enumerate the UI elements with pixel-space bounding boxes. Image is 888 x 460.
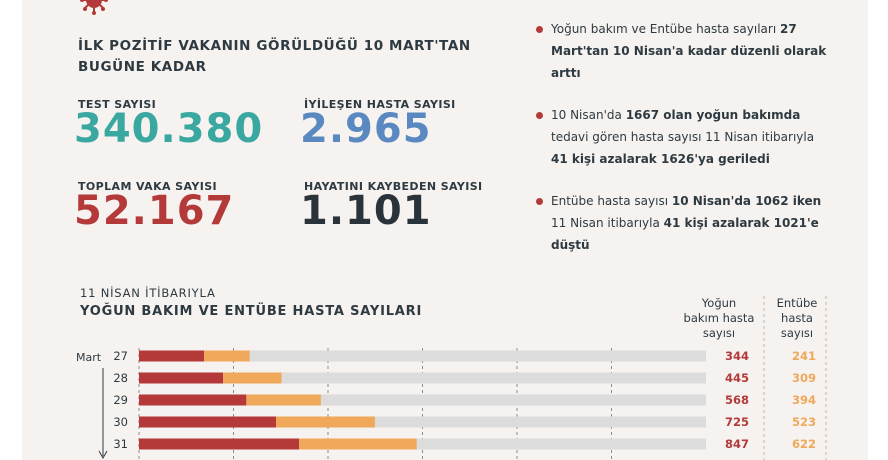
bar-icu: [139, 394, 247, 406]
test-value: 340.380: [74, 106, 264, 152]
icu-value: 445: [725, 371, 749, 385]
note-bullet: [536, 198, 543, 205]
category-label: 30: [113, 415, 128, 429]
icu-value: 568: [725, 393, 749, 407]
bar-track: [139, 350, 706, 362]
intubated-value: 523: [792, 415, 816, 429]
bar-intubated: [204, 350, 250, 362]
note-bullet: [536, 112, 543, 119]
bar-intubated: [276, 416, 375, 428]
test-label: TEST SAYISI: [78, 98, 157, 111]
virus-icon: [80, 0, 108, 15]
cases-value: 52.167: [74, 188, 235, 234]
bar-icu: [139, 372, 224, 384]
intubated-value: 241: [792, 349, 816, 363]
intubated-value: 622: [792, 437, 816, 451]
bar-intubated: [246, 394, 321, 406]
icu-value: 344: [725, 349, 749, 363]
note-item: Entübe hasta sayısı 10 Nisan'da 1062 ike…: [551, 194, 822, 252]
recovered-label: İYİLEŞEN HASTA SAYISI: [304, 98, 456, 111]
icu-value: 847: [725, 437, 749, 451]
category-label: 31: [113, 437, 128, 451]
intubated-column-head: Entübe hasta sayısı: [776, 296, 818, 340]
intubated-value: 394: [792, 393, 816, 407]
recovered-value: 2.965: [300, 106, 432, 152]
bar-intubated: [223, 372, 282, 384]
bar-intubated: [299, 438, 417, 450]
bar-icu: [139, 438, 300, 450]
deaths-label: HAYATINI KAYBEDEN SAYISI: [304, 180, 483, 193]
bar-icu: [139, 416, 277, 428]
bar-track: [139, 372, 706, 384]
category-label: 27: [113, 349, 128, 363]
bar-track: [139, 416, 706, 428]
category-label: 28: [113, 371, 128, 385]
note-item: 10 Nisan'da 1667 olan yoğun bakımda tedav…: [551, 108, 815, 166]
cases-label: TOPLAM VAKA SAYISI: [78, 180, 218, 193]
note-bullet: [536, 26, 543, 33]
chart-subtitle: 11 NİSAN İTİBARIYLA: [80, 286, 216, 300]
deaths-value: 1.101: [300, 188, 432, 234]
bar-track: [139, 394, 706, 406]
section-heading: İLK POZİTİF VAKANIN GÖRÜLDÜĞÜ 10 MART'TA…: [78, 38, 471, 75]
category-label: 29: [113, 393, 128, 407]
chart-title: YOĞUN BAKIM VE ENTÜBE HASTA SAYILARI: [80, 304, 423, 319]
arrow-head-icon: [98, 450, 108, 460]
intubated-value: 309: [792, 371, 816, 385]
bar-icu: [139, 350, 205, 362]
icu-value: 725: [725, 415, 749, 429]
month-label: Mart: [76, 351, 102, 364]
icu-column-head: Yoğun bakım hasta sayısı: [683, 296, 755, 340]
note-item: Yoğun bakım ve Entübe hasta sayıları 27 M…: [551, 22, 827, 80]
bar-track: [139, 438, 706, 450]
